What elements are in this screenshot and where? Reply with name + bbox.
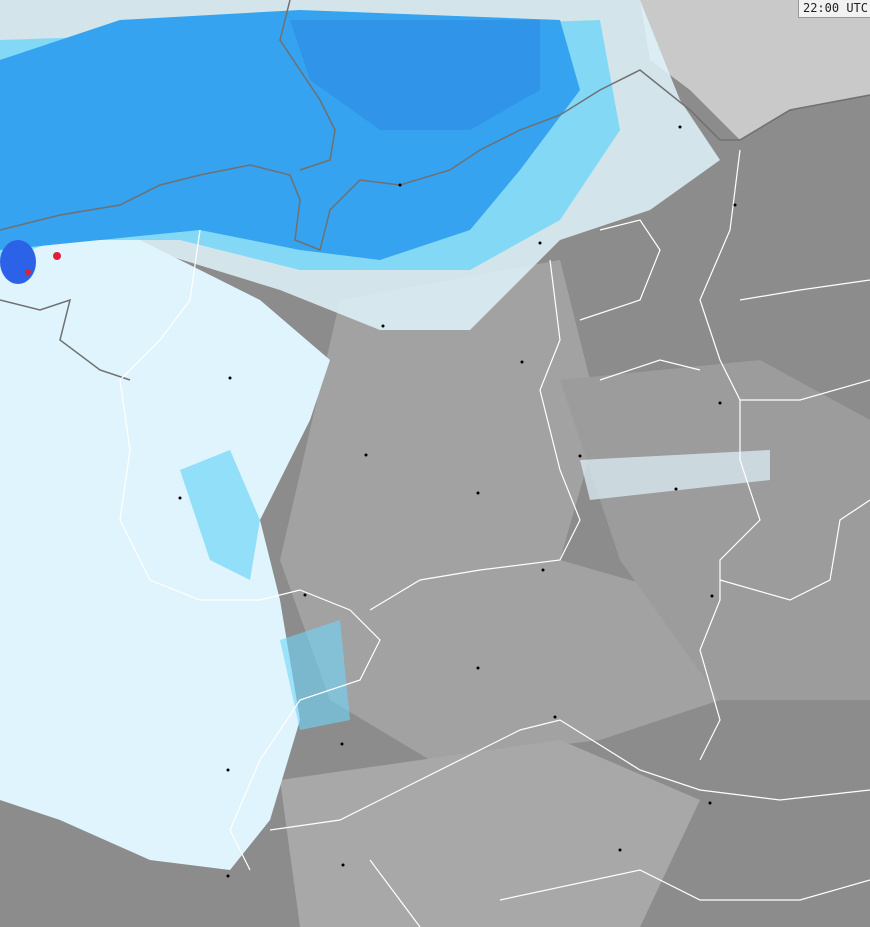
city-marker <box>520 360 524 364</box>
border-inner <box>579 219 701 381</box>
precip-intense-cell <box>53 252 61 260</box>
precip-very-light-west <box>0 200 330 870</box>
coastlines <box>0 0 870 381</box>
city-marker <box>578 454 582 458</box>
timestamp-label: 22:00 UTC <box>797 0 870 18</box>
city-marker <box>226 874 230 878</box>
city-marker <box>226 768 230 772</box>
coastline-north <box>0 69 870 252</box>
city-marker <box>340 742 344 746</box>
border-alps <box>269 719 870 831</box>
city-marker <box>718 401 722 405</box>
land-lighter-east <box>560 360 870 700</box>
land-lighter-areas <box>280 260 720 760</box>
sea-clear <box>640 0 870 140</box>
precip-heavy-cell <box>0 240 36 284</box>
city-marker <box>341 863 345 867</box>
precip-intense-cell <box>25 269 31 275</box>
border-south <box>369 859 870 927</box>
border-south-west <box>229 589 381 871</box>
precip-moderate-core <box>290 20 540 130</box>
border-east <box>699 149 761 761</box>
city-marker <box>476 491 480 495</box>
precip-light-central <box>180 450 260 580</box>
city-marker <box>228 376 232 380</box>
city-marker <box>381 324 385 328</box>
city-marker <box>538 241 542 245</box>
city-marker <box>708 801 712 805</box>
cities <box>178 125 737 878</box>
coastline-west <box>0 298 131 381</box>
border-west <box>119 229 301 601</box>
border-east-2 <box>719 499 870 601</box>
coastline-peninsula <box>279 0 336 171</box>
precip-light-east-band <box>580 450 770 500</box>
city-marker <box>553 715 557 719</box>
precipitation-layer <box>0 0 770 870</box>
city-marker <box>674 487 678 491</box>
city-marker <box>364 453 368 457</box>
city-marker <box>541 568 545 572</box>
city-marker <box>476 666 480 670</box>
city-marker <box>398 183 402 187</box>
border-central-east <box>369 259 581 611</box>
city-marker <box>303 593 307 597</box>
precip-light-south <box>280 620 350 730</box>
border-far-east <box>739 279 870 401</box>
city-marker <box>618 848 622 852</box>
city-marker <box>678 125 682 129</box>
city-marker <box>710 594 714 598</box>
city-marker <box>733 203 737 207</box>
city-marker <box>178 496 182 500</box>
country-borders <box>119 149 870 927</box>
